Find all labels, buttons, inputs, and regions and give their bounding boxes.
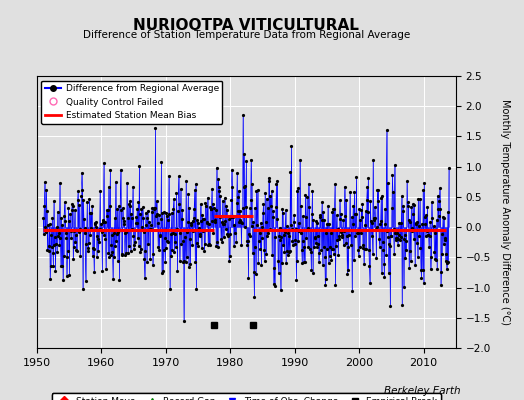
Text: Berkeley Earth: Berkeley Earth: [385, 386, 461, 396]
Legend: Station Move, Record Gap, Time of Obs. Change, Empirical Break: Station Move, Record Gap, Time of Obs. C…: [51, 393, 441, 400]
Text: NURIOOTPA VITICULTURAL: NURIOOTPA VITICULTURAL: [133, 18, 359, 33]
Y-axis label: Monthly Temperature Anomaly Difference (°C): Monthly Temperature Anomaly Difference (…: [500, 99, 510, 325]
Text: Difference of Station Temperature Data from Regional Average: Difference of Station Temperature Data f…: [83, 30, 410, 40]
